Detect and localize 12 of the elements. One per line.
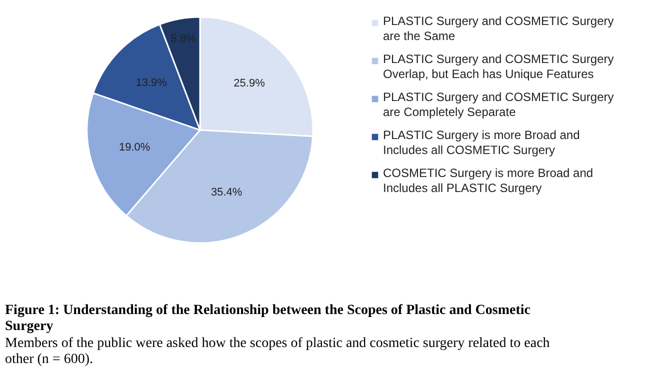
legend-label: PLASTIC Surgery is more Broad and Includes all COSMETIC Surgery [383,128,580,157]
data-label: 19.0% [118,142,150,154]
legend-label: PLASTIC Surgery and COSMETIC Surgery Overlap, but Each has Unique Features [383,52,614,81]
data-label: 13.9% [136,76,168,89]
legend-label: PLASTIC Surgery and COSMETIC Surgery are Completely Separate [383,90,614,119]
data-label: 5.8% [170,32,196,45]
text: Figure 1: Understanding of the Relationship between the Scopes of Plastic and Cosmetic Surgery [5,303,531,334]
legend-label: PLASTIC Surgery and COSMETIC Surgery are the Same [383,14,614,43]
data-label: 35.4% [210,186,242,198]
legend-label: COSMETIC Surgery is more Broad and Includes all PLASTIC Surgery [383,166,594,195]
text: Members of the public were asked how the scopes of plastic and cosmetic surgery related to each other (n = 600). [5,336,550,367]
data-label: 25.9% [234,77,266,90]
